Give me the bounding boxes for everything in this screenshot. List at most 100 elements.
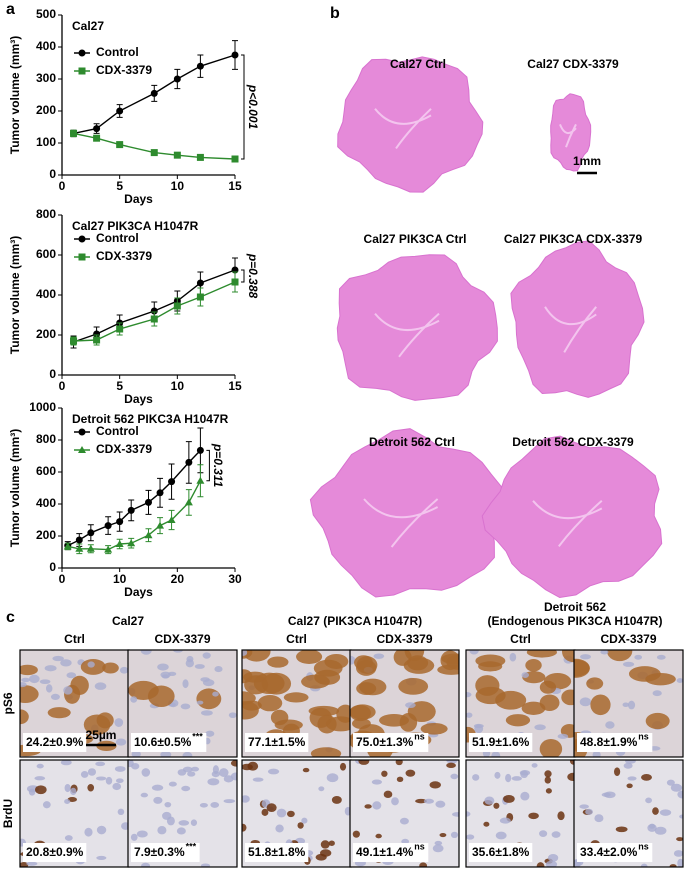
nucleus — [297, 822, 304, 829]
nucleus — [173, 650, 183, 653]
x-tick-label: 0 — [59, 572, 66, 586]
nucleus — [276, 808, 287, 818]
tissue-texture — [374, 108, 432, 149]
nucleus — [261, 672, 292, 695]
nucleus — [521, 672, 529, 679]
nucleus — [157, 826, 167, 835]
tissue-section — [481, 435, 663, 599]
point — [116, 325, 124, 333]
nucleus — [66, 672, 77, 679]
nucleus — [475, 686, 506, 705]
nucleus — [551, 831, 561, 838]
x-tick-label: 20 — [171, 572, 185, 586]
nucleus — [580, 654, 591, 660]
quantification: 33.4±2.0% — [580, 845, 638, 859]
micrograph: 7.9±0.3% *** — [127, 759, 238, 868]
p-value: p=0.311 — [211, 443, 225, 488]
nucleus — [115, 738, 127, 746]
nucleus — [358, 760, 370, 765]
nucleus — [141, 862, 151, 867]
y-tick-label: 600 — [36, 247, 56, 261]
image-label: Cal27 PIK3CA CDX-3379 — [504, 232, 643, 246]
quantification: 20.8±0.9% — [26, 845, 84, 859]
nucleus — [34, 776, 46, 781]
nucleus — [536, 862, 545, 867]
nucleus — [196, 700, 204, 705]
column-label: Ctrl — [64, 632, 85, 646]
nucleus — [478, 661, 503, 672]
y-tick-label: 0 — [49, 560, 56, 574]
quantification: 48.8±1.9% — [580, 735, 638, 749]
nucleus — [585, 808, 593, 815]
nucleus — [207, 778, 220, 786]
nucleus — [63, 686, 73, 695]
point — [150, 89, 158, 97]
point — [116, 141, 124, 149]
nucleus — [20, 709, 29, 725]
nucleus — [212, 691, 219, 697]
point — [93, 134, 101, 142]
x-axis-label: Days — [124, 192, 153, 206]
nucleus — [590, 694, 611, 716]
nucleus — [130, 833, 138, 841]
group-label: Detroit 562 — [544, 600, 606, 614]
nucleus — [606, 650, 633, 662]
quantification: 75.0±1.3% — [356, 735, 414, 749]
image-label: Detroit 562 CDX-3379 — [512, 435, 634, 449]
point — [150, 315, 158, 323]
micrograph: 48.8±1.9% ns — [573, 649, 684, 758]
nucleus — [200, 863, 211, 867]
point — [87, 529, 95, 537]
y-tick-label: 200 — [36, 103, 56, 117]
chart-title: Detroit 562 PIKC3A H1047R — [72, 412, 229, 426]
y-tick-label: 1000 — [29, 400, 56, 414]
tissue-section — [337, 56, 484, 193]
micrograph: 20.8±0.9% — [19, 759, 130, 868]
nucleus — [96, 825, 107, 835]
point — [115, 540, 124, 547]
point — [78, 67, 86, 75]
x-tick-label: 15 — [228, 179, 242, 193]
tissue-section — [309, 428, 505, 598]
quantification: 7.9±0.3% — [134, 845, 185, 859]
nucleus — [190, 819, 198, 827]
nucleus — [652, 807, 659, 815]
nucleus — [94, 682, 107, 690]
y-tick-label: 0 — [49, 167, 56, 181]
nucleus — [441, 653, 459, 665]
nucleus — [574, 659, 590, 677]
nucleus — [182, 766, 193, 773]
nucleus — [615, 826, 628, 833]
nucleus — [119, 666, 129, 674]
bracket — [241, 269, 245, 283]
label-bg — [245, 843, 309, 862]
significance: ns — [414, 731, 425, 741]
nucleus — [270, 709, 289, 726]
nucleus — [372, 801, 382, 810]
nucleus — [531, 763, 538, 768]
nucleus — [83, 714, 111, 735]
nucleus — [579, 804, 589, 809]
chart: 0 200 400 600 800 0 5 10 15 Days Tumor volume (mm³… — [8, 207, 260, 406]
y-tick-label: 100 — [36, 135, 56, 149]
nucleus — [423, 798, 434, 804]
nucleus — [466, 712, 473, 718]
point — [196, 62, 204, 70]
group-label: (Endogenous PIK3CA H1047R) — [488, 614, 663, 628]
x-tick-label: 30 — [228, 572, 242, 586]
nucleus — [544, 770, 552, 778]
nucleus — [200, 677, 210, 682]
nucleus — [180, 703, 191, 710]
micrograph-frame — [349, 649, 460, 758]
nucleus — [50, 693, 60, 700]
nucleus — [181, 785, 191, 792]
legend-label: Control — [96, 424, 139, 438]
nucleus — [381, 770, 388, 777]
nucleus — [505, 714, 531, 727]
nucleus — [474, 724, 484, 734]
micrograph: 51.9±1.6% — [465, 649, 576, 758]
nucleus — [157, 663, 169, 671]
column-label: Ctrl — [286, 632, 307, 646]
tissue-section — [510, 240, 645, 398]
nucleus — [645, 712, 670, 730]
